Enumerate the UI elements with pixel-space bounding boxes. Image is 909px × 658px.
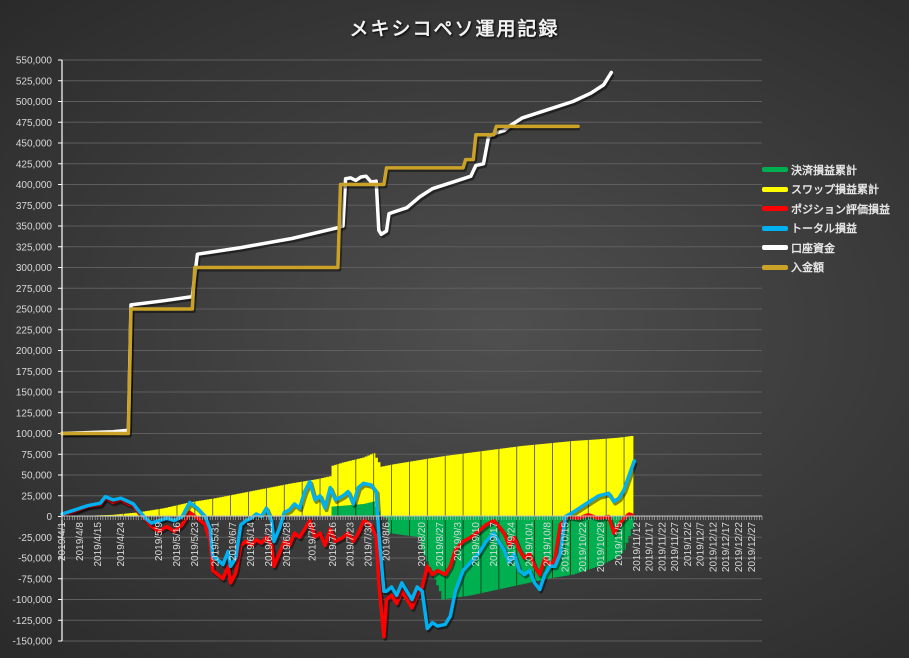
y-tick-label: -25,000	[18, 533, 52, 544]
x-tick-label: 2019/4/1	[57, 522, 68, 561]
x-tick-label: 2019/12/7	[696, 522, 707, 567]
x-tick-label: 2019/8/6	[381, 522, 392, 561]
y-tick-label: -125,000	[13, 616, 53, 627]
y-tick-label: -100,000	[13, 595, 53, 606]
x-tick-label: 2019/7/8	[307, 522, 318, 561]
y-tick-label: 375,000	[16, 201, 53, 212]
x-tick-label: 2019/10/29	[596, 522, 607, 572]
x-tick-label: 2019/7/23	[346, 522, 357, 567]
x-tick-label: 2019/10/15	[560, 522, 571, 572]
x-tick-label: 2019/6/14	[246, 522, 257, 567]
x-tick-label: 2019/11/17	[645, 522, 656, 572]
x-tick-label: 2019/8/20	[417, 522, 428, 567]
y-tick-label: 425,000	[16, 159, 53, 170]
y-tick-label: 350,000	[16, 222, 53, 233]
x-tick-label: 2019/5/16	[172, 522, 183, 567]
y-tick-label: 25,000	[21, 491, 52, 502]
x-tick-label: 2019/8/27	[435, 522, 446, 567]
gridlines	[58, 59, 762, 642]
y-tick-label: 400,000	[16, 180, 53, 191]
legend-swatch-icon	[762, 167, 788, 173]
legend-label: スワップ損益累計	[791, 183, 879, 197]
legend-label: 口座資金	[791, 241, 835, 255]
x-tick-label: 2019/10/22	[578, 522, 589, 572]
y-tick-label: 200,000	[16, 346, 53, 357]
x-tick-label: 2019/12/12	[708, 522, 719, 572]
line-ポジション評価損益	[60, 496, 634, 639]
y-tick-label: 450,000	[16, 139, 53, 150]
chart-legend: 決済損益累計スワップ損益累計 ポジション評価損益 トータル損益 口座資金入金額	[762, 160, 890, 277]
y-tick-label: 0	[46, 512, 52, 523]
line-トータル損益	[60, 459, 637, 631]
y-tick-label: 125,000	[16, 408, 53, 419]
legend-label: 入金額	[791, 261, 824, 275]
x-tick-label: 2019/11/27	[670, 522, 681, 572]
legend-swatch-icon	[762, 245, 788, 251]
y-tick-label: 275,000	[16, 284, 53, 295]
x-tick-label: 2019/10/1	[525, 522, 536, 567]
legend-item: スワップ損益累計	[762, 180, 890, 200]
y-tick-label: 50,000	[21, 471, 52, 482]
x-tick-label: 2019/4/24	[116, 522, 127, 567]
x-tick-label: 2019/9/17	[489, 522, 500, 567]
x-tick-label: 2019/11/5	[614, 522, 625, 566]
y-tick-label: 525,000	[16, 76, 53, 87]
legend-item: 決済損益累計	[762, 160, 890, 180]
x-tick-label: 2019/11/22	[657, 522, 668, 572]
y-tick-label: -75,000	[18, 574, 52, 585]
x-tick-label: 2019/12/2	[683, 522, 694, 567]
x-axis-labels: 2019/4/1 2019/4/8 2019/4/15 2019/4/24 2019/5…	[57, 516, 763, 572]
legend-item: 口座資金	[762, 238, 890, 258]
x-tick-label: 2019/9/24	[507, 522, 518, 567]
legend-swatch-icon	[762, 225, 788, 231]
x-tick-label: 2019/10/8	[542, 522, 553, 567]
x-tick-label: 2019/9/10	[471, 522, 482, 567]
legend-item: 入金額	[762, 258, 890, 278]
y-tick-label: 150,000	[16, 388, 53, 399]
y-tick-label: 225,000	[16, 325, 53, 336]
y-tick-label: 475,000	[16, 118, 53, 129]
chart-title: メキシコペソ運用記録	[349, 18, 560, 40]
y-tick-label: -50,000	[18, 554, 52, 565]
x-tick-label: 2019/6/7	[228, 522, 239, 561]
line-series	[60, 70, 638, 641]
x-tick-label: 2019/4/15	[93, 522, 104, 567]
x-tick-label: 2019/5/9	[154, 522, 165, 561]
legend-swatch-icon	[762, 186, 788, 192]
legend-label: 決済損益累計	[791, 163, 857, 177]
legend-swatch-icon	[762, 206, 788, 212]
line-入金額	[60, 124, 580, 436]
y-tick-label: 500,000	[16, 97, 53, 108]
y-tick-label: 300,000	[16, 263, 53, 274]
y-tick-label: 550,000	[16, 56, 53, 67]
y-axis-labels: 550,000 525,000 500,000 475,000 450,000 425,0…	[13, 56, 53, 648]
x-tick-label: 2019/7/30	[364, 522, 375, 567]
x-tick-label: 2019/4/8	[75, 522, 86, 561]
y-tick-label: -150,000	[13, 637, 53, 648]
legend-item: トータル損益	[762, 219, 890, 239]
y-tick-label: 250,000	[16, 305, 53, 316]
x-tick-label: 2019/5/31	[210, 522, 221, 567]
y-tick-label: 325,000	[16, 242, 53, 253]
x-tick-label: 2019/9/3	[453, 522, 464, 561]
x-tick-label: 2019/5/23	[190, 522, 201, 567]
x-tick-label: 2019/12/17	[721, 522, 732, 572]
x-tick-label: 2019/7/16	[328, 522, 339, 567]
x-tick-label: 2019/12/27	[747, 522, 758, 572]
y-tick-label: 100,000	[16, 429, 53, 440]
legend-item: ポジション評価損益	[762, 199, 890, 219]
x-tick-label: 2019/11/12	[632, 522, 643, 572]
legend-label: ポジション評価損益	[791, 202, 890, 216]
y-tick-label: 75,000	[21, 450, 52, 461]
x-tick-label: 2019/12/22	[734, 522, 745, 572]
y-tick-label: 175,000	[16, 367, 53, 378]
legend-swatch-icon	[762, 264, 788, 270]
legend-label: トータル損益	[791, 222, 857, 236]
x-tick-label: 2019/6/28	[282, 522, 293, 567]
x-tick-label: 2019/6/21	[264, 522, 275, 567]
